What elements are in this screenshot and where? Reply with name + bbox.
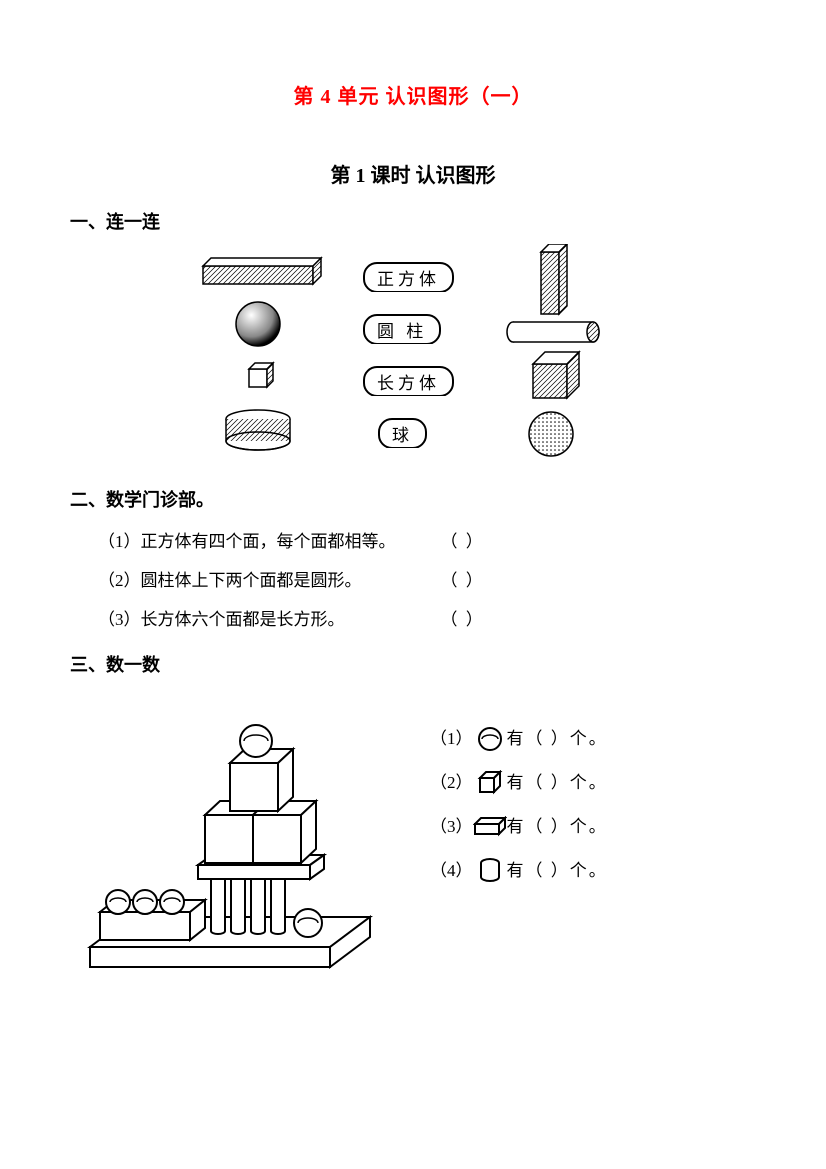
count-num-4: （4） bbox=[430, 849, 473, 893]
count-figure bbox=[70, 707, 410, 1007]
count-num-1: （1） bbox=[430, 717, 473, 761]
count-item-2: （2） 有（ ）个。 bbox=[430, 761, 608, 805]
clinic-num-1: （1） bbox=[98, 522, 141, 561]
three-spheres bbox=[106, 890, 184, 914]
top-sphere bbox=[240, 725, 272, 757]
count-num-2: （2） bbox=[430, 761, 473, 805]
count-item-4: （4） 有（ ）个。 bbox=[430, 849, 608, 893]
left-small-cube-icon bbox=[249, 363, 273, 387]
clinic-item-2: （2） 圆柱体上下两个面都是圆形。 （ ） bbox=[98, 561, 756, 600]
section2-heading: 二、数学门诊部。 bbox=[70, 486, 756, 512]
section3-heading: 三、数一数 bbox=[70, 651, 756, 677]
label-cuboid: 长方体 bbox=[363, 366, 454, 396]
label-cube: 正方体 bbox=[363, 262, 454, 292]
count-item-1: （1） 有（ ）个。 bbox=[430, 717, 608, 761]
clinic-num-2: （2） bbox=[98, 561, 141, 600]
count-num-3: （3） bbox=[430, 805, 473, 849]
clinic-text-1: 正方体有四个面，每个面都相等。 bbox=[141, 522, 441, 561]
cylinder-icon bbox=[473, 857, 507, 885]
right-sphere-icon bbox=[529, 412, 573, 456]
left-cylinder-icon bbox=[226, 410, 290, 450]
right-tall-cuboid-icon bbox=[541, 244, 567, 314]
count-item-3: （3） 有（ ）个。 bbox=[430, 805, 608, 849]
clinic-text-3: 长方体六个面都是长方形。 bbox=[141, 600, 441, 639]
clinic-item-3: （3） 长方体六个面都是长方形。 （ ） bbox=[98, 600, 756, 639]
label-sphere: 球 bbox=[378, 418, 427, 448]
count-list: （1） 有（ ）个。 （2） 有（ ）个。 （3） 有（ ） bbox=[430, 717, 608, 1007]
right-cube-icon bbox=[533, 352, 579, 398]
right-horiz-cylinder-icon bbox=[507, 322, 599, 342]
clinic-paren-2: （ ） bbox=[441, 561, 485, 600]
count-tail-1: 有（ ）个。 bbox=[507, 717, 608, 761]
section1-heading: 一、连一连 bbox=[70, 208, 756, 234]
lesson-title: 第 1 课时 认识图形 bbox=[70, 159, 756, 188]
cube-icon bbox=[473, 770, 507, 796]
unit-title: 第 4 单元 认识图形（一） bbox=[70, 80, 756, 109]
clinic-paren-3: （ ） bbox=[441, 600, 485, 639]
clinic-num-3: （3） bbox=[98, 600, 141, 639]
left-sphere-icon bbox=[236, 302, 280, 346]
count-tail-3: 有（ ）个。 bbox=[507, 805, 608, 849]
clinic-item-1: （1） 正方体有四个面，每个面都相等。 （ ） bbox=[98, 522, 756, 561]
count-tail-2: 有（ ）个。 bbox=[507, 761, 608, 805]
sphere-icon bbox=[473, 726, 507, 752]
count-tail-4: 有（ ）个。 bbox=[507, 849, 608, 893]
clinic-paren-1: （ ） bbox=[441, 522, 485, 561]
cube-top bbox=[230, 749, 293, 811]
right-sphere bbox=[294, 909, 322, 937]
matching-diagram: 正方体 圆 柱 长方体 球 bbox=[153, 244, 673, 474]
cuboid-icon bbox=[473, 816, 507, 838]
left-cuboid-icon bbox=[203, 258, 321, 284]
clinic-list: （1） 正方体有四个面，每个面都相等。 （ ） （2） 圆柱体上下两个面都是圆形… bbox=[98, 522, 756, 639]
label-cylinder: 圆 柱 bbox=[363, 314, 441, 344]
clinic-text-2: 圆柱体上下两个面都是圆形。 bbox=[141, 561, 441, 600]
